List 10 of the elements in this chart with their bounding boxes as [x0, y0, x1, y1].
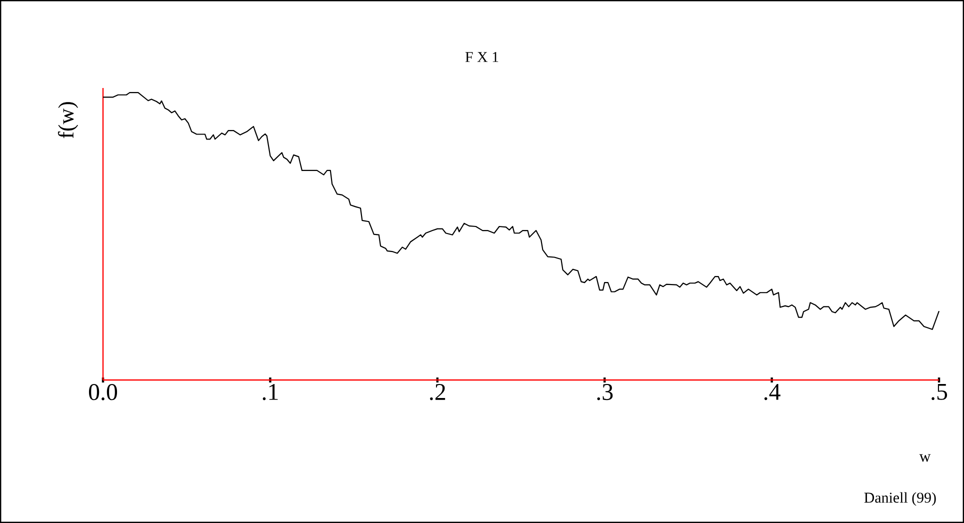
x-tick-label: .5	[932, 384, 948, 400]
x-axis-title: w	[919, 454, 931, 462]
y-axis-title: f(w)	[58, 102, 78, 138]
x-tick-label: .3	[597, 384, 613, 400]
x-tick-label: 0.0	[88, 384, 118, 400]
x-tick-label: .1	[262, 384, 278, 400]
text: Daniell (99)	[864, 492, 936, 506]
x-tick-label: .4	[764, 384, 780, 400]
x-tick-label: .2	[430, 384, 446, 400]
chart-title: F X 1	[465, 52, 498, 62]
